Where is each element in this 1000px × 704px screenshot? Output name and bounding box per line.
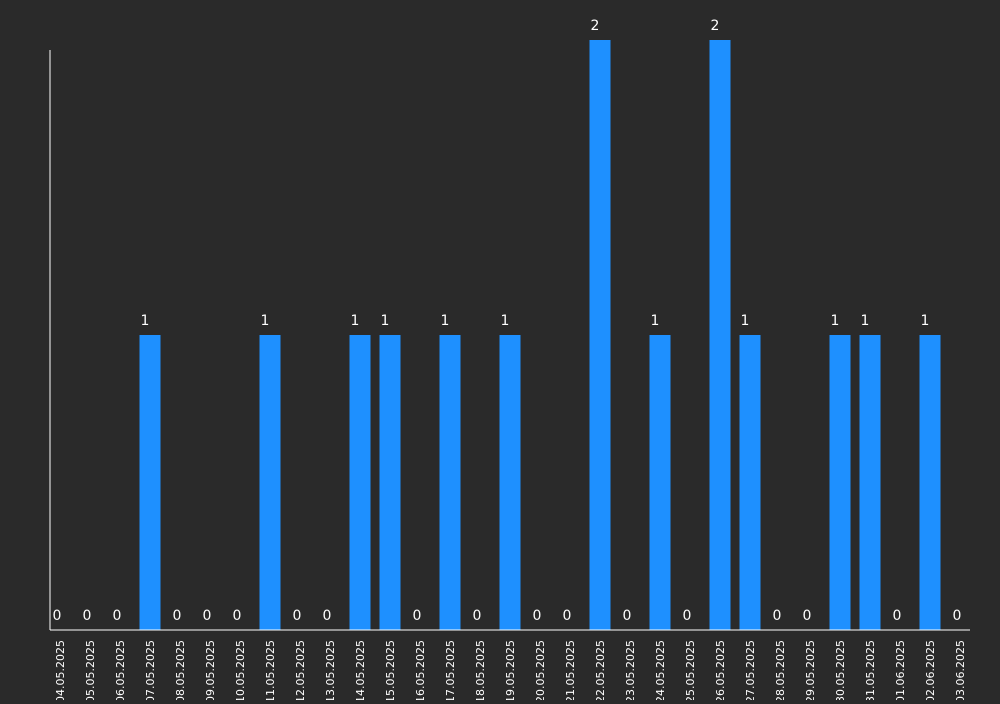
x-tick-label: 23.05.2025: [624, 640, 637, 700]
data-label: 1: [441, 313, 450, 329]
x-tick-label: 07.05.2025: [144, 640, 157, 700]
axes-layer: [49, 50, 970, 631]
x-tick-label: 13.05.2025: [324, 640, 337, 700]
bar: [589, 40, 611, 630]
data-label: 0: [533, 608, 542, 624]
bar: [379, 335, 401, 630]
data-label: 1: [501, 313, 510, 329]
x-tick-label: 24.05.2025: [654, 640, 667, 700]
data-label: 1: [831, 313, 840, 329]
data-label: 1: [651, 313, 660, 329]
x-tick-label: 02.06.2025: [924, 640, 937, 700]
x-tick-label: 19.05.2025: [504, 640, 517, 700]
x-tick-label: 18.05.2025: [474, 640, 487, 700]
data-label: 0: [623, 608, 632, 624]
bar: [439, 335, 461, 630]
bar: [139, 335, 161, 630]
bar: [709, 40, 731, 630]
x-tick-label: 10.05.2025: [234, 640, 247, 700]
data-label: 1: [861, 313, 870, 329]
data-label: 0: [953, 608, 962, 624]
data-label: 1: [921, 313, 930, 329]
data-label: 0: [893, 608, 902, 624]
data-label: 1: [141, 313, 150, 329]
data-label: 0: [83, 608, 92, 624]
x-tick-label: 26.05.2025: [714, 640, 727, 700]
x-tick-label: 21.05.2025: [564, 640, 577, 700]
data-label: 1: [261, 313, 270, 329]
x-tick-label: 09.05.2025: [204, 640, 217, 700]
bar: [739, 335, 761, 630]
bar: [829, 335, 851, 630]
x-tick-label: 05.05.2025: [84, 640, 97, 700]
data-label: 0: [173, 608, 182, 624]
bar: [349, 335, 371, 630]
x-tick-label: 16.05.2025: [414, 640, 427, 700]
data-label: 0: [803, 608, 812, 624]
data-label: 0: [203, 608, 212, 624]
data-label: 0: [773, 608, 782, 624]
x-tick-label: 25.05.2025: [684, 640, 697, 700]
x-tick-label: 04.05.2025: [54, 640, 67, 700]
x-tick-label: 28.05.2025: [774, 640, 787, 700]
x-tick-label: 27.05.2025: [744, 640, 757, 700]
bar: [499, 335, 521, 630]
data-label: 2: [591, 18, 600, 34]
x-tick-label: 01.06.2025: [894, 640, 907, 700]
data-label: 0: [53, 608, 62, 624]
x-tick-label: 11.05.2025: [264, 640, 277, 700]
data-label: 0: [683, 608, 692, 624]
x-tick-label: 30.05.2025: [834, 640, 847, 700]
data-label: 1: [381, 313, 390, 329]
data-label: 0: [293, 608, 302, 624]
data-label: 1: [351, 313, 360, 329]
x-tick-label: 17.05.2025: [444, 640, 457, 700]
data-label: 1: [741, 313, 750, 329]
data-label: 0: [113, 608, 122, 624]
x-tick-label: 29.05.2025: [804, 640, 817, 700]
x-tick-label: 08.05.2025: [174, 640, 187, 700]
x-tick-label: 31.05.2025: [864, 640, 877, 700]
x-tick-label: 20.05.2025: [534, 640, 547, 700]
x-tick-label: 22.05.2025: [594, 640, 607, 700]
bar: [919, 335, 941, 630]
bar: [649, 335, 671, 630]
data-label: 0: [563, 608, 572, 624]
data-label: 0: [473, 608, 482, 624]
bar: [859, 335, 881, 630]
x-tick-label: 06.05.2025: [114, 640, 127, 700]
x-tick-label: 15.05.2025: [384, 640, 397, 700]
data-label: 2: [711, 18, 720, 34]
data-label: 0: [323, 608, 332, 624]
data-label: 0: [233, 608, 242, 624]
x-tick-label: 03.06.2025: [954, 640, 967, 700]
bar: [259, 335, 281, 630]
data-labels-layer: 0 0 0 1 0 0 0 1 0 0 1 1 0 1 0 1 0 0 2 0 1 0 2 1 0 0 1 1 0 1 0: [53, 18, 962, 624]
x-tick-labels-layer: 04.05.2025 05.05.2025 06.05.2025 07.05.2025…: [54, 640, 967, 703]
data-label: 0: [413, 608, 422, 624]
x-tick-label: 12.05.2025: [294, 640, 307, 700]
bars-layer: [139, 40, 941, 630]
x-tick-label: 14.05.2025: [354, 640, 367, 700]
